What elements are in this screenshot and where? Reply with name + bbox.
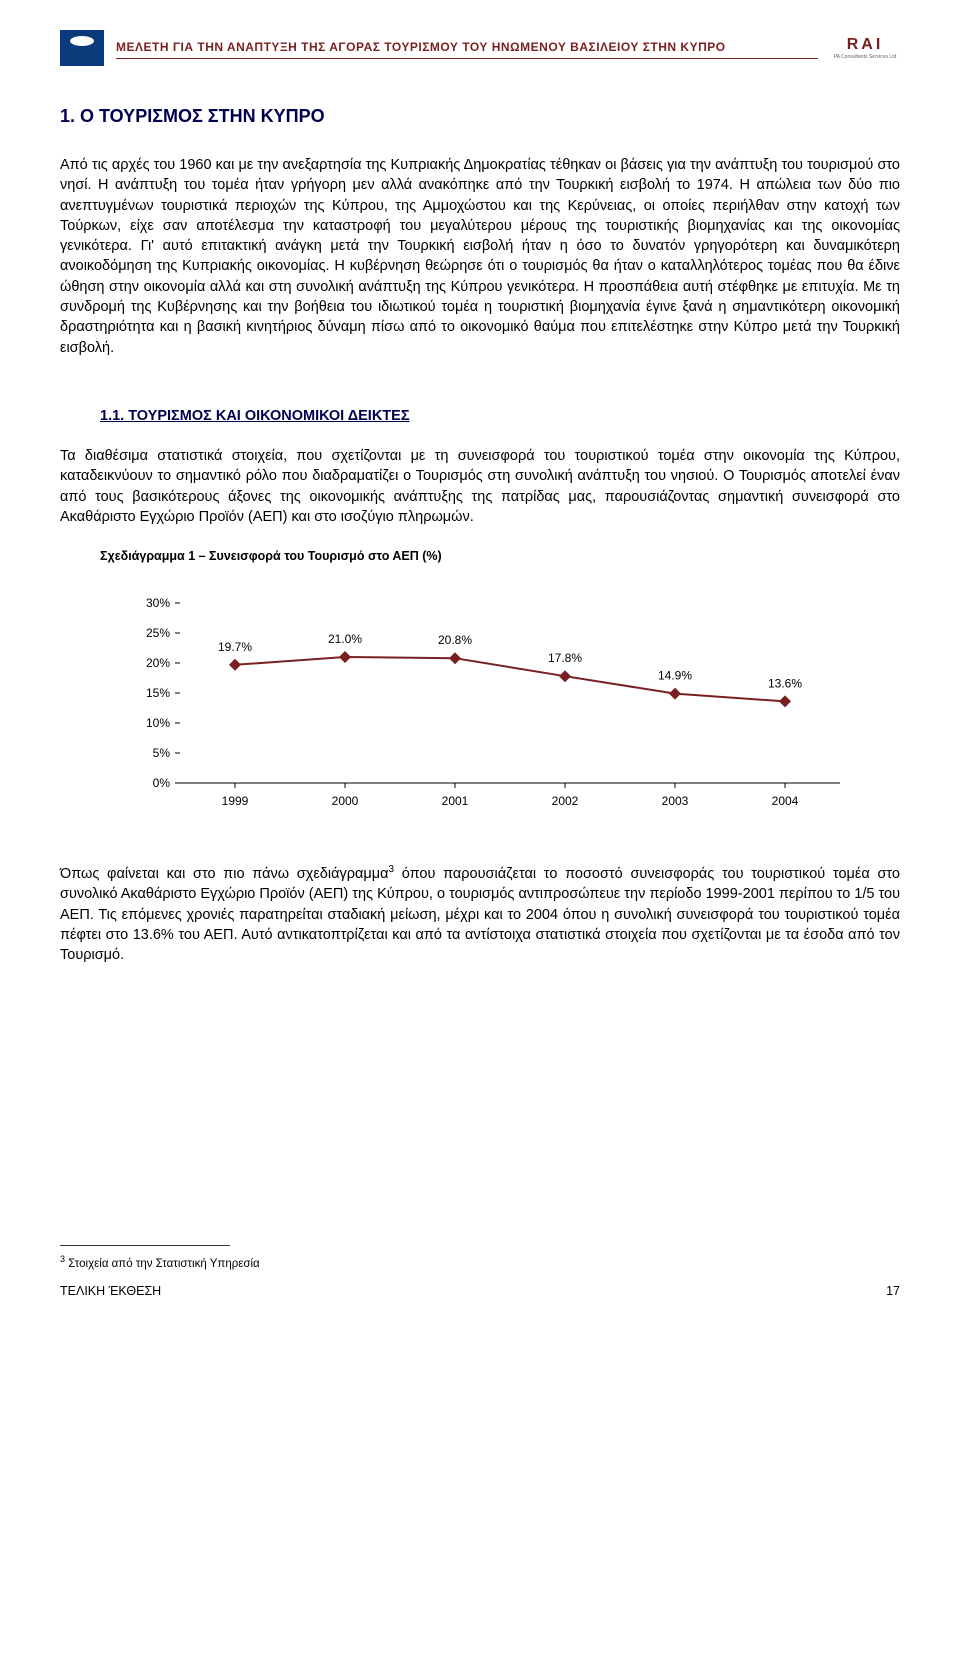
analysis-pre: Όπως φαίνεται και στο πιο πάνω σχεδιάγρα… [60,866,388,882]
logo-right-main: RAI [847,36,884,54]
chart-container: 0% 5% 10% 15% 20% 25% 30% 1999 2000 2001 2002 2003 2… [120,583,900,833]
svg-text:5%: 5% [153,746,171,760]
logo-right: RAI PA Consultants Services Ltd [830,30,900,66]
footnote: 3 Στοιχεία από την Στατιστική Υπηρεσία [60,1254,900,1270]
svg-text:2000: 2000 [332,794,359,808]
subsection-body: Τα διαθέσιμα στατιστικά στοιχεία, που σχ… [60,446,900,527]
section-title: 1. Ο ΤΟΥΡΙΣΜΟΣ ΣΤΗΝ ΚΥΠΡΟ [60,106,900,127]
subsection-title: 1.1. ΤΟΥΡΙΣΜΟΣ ΚΑΙ ΟΙΚΟΝΟΜΙΚΟΙ ΔΕΙΚΤΕΣ [100,408,900,424]
svg-text:2004: 2004 [772,794,799,808]
svg-text:17.8%: 17.8% [548,651,582,665]
analysis-paragraph: Όπως φαίνεται και στο πιο πάνω σχεδιάγρα… [60,863,900,965]
footer-left: ΤΕΛΙΚΗ ΈΚΘΕΣΗ [60,1284,161,1298]
svg-text:21.0%: 21.0% [328,632,362,646]
svg-text:15%: 15% [146,686,170,700]
line-chart: 0% 5% 10% 15% 20% 25% 30% 1999 2000 2001 2002 2003 2… [120,583,860,833]
footnote-divider [60,1245,230,1246]
svg-text:30%: 30% [146,596,170,610]
page: ΜΕΛΕΤΗ ΓΙΑ ΤΗΝ ΑΝΑΠΤΥΞΗ ΤΗΣ ΑΓΟΡΑΣ ΤΟΥΡΙ… [0,0,960,1664]
header-bar: ΜΕΛΕΤΗ ΓΙΑ ΤΗΝ ΑΝΑΠΤΥΞΗ ΤΗΣ ΑΓΟΡΑΣ ΤΟΥΡΙ… [60,30,900,66]
svg-text:2003: 2003 [662,794,689,808]
svg-text:0%: 0% [153,776,171,790]
svg-text:13.6%: 13.6% [768,677,802,691]
svg-text:20.8%: 20.8% [438,633,472,647]
footer-right: 17 [886,1284,900,1298]
header-title: ΜΕΛΕΤΗ ΓΙΑ ΤΗΝ ΑΝΑΠΤΥΞΗ ΤΗΣ ΑΓΟΡΑΣ ΤΟΥΡΙ… [116,40,726,54]
chart-title: Σχεδιάγραμμα 1 – Συνεισφορά του Τουρισμό… [100,549,900,563]
svg-text:2002: 2002 [552,794,579,808]
svg-text:20%: 20% [146,656,170,670]
header-title-wrap: ΜΕΛΕΤΗ ΓΙΑ ΤΗΝ ΑΝΑΠΤΥΞΗ ΤΗΣ ΑΓΟΡΑΣ ΤΟΥΡΙ… [116,38,818,59]
svg-text:19.7%: 19.7% [218,640,252,654]
section-body: Από τις αρχές του 1960 και με την ανεξαρ… [60,155,900,358]
footnote-text: Στοιχεία από την Στατιστική Υπηρεσία [65,1258,260,1270]
svg-text:10%: 10% [146,716,170,730]
svg-text:2001: 2001 [442,794,469,808]
svg-text:14.9%: 14.9% [658,669,692,683]
svg-text:25%: 25% [146,626,170,640]
svg-text:1999: 1999 [222,794,249,808]
logo-right-sub: PA Consultants Services Ltd [834,54,897,60]
footer: ΤΕΛΙΚΗ ΈΚΘΕΣΗ 17 [60,1284,900,1298]
logo-left [60,30,104,66]
